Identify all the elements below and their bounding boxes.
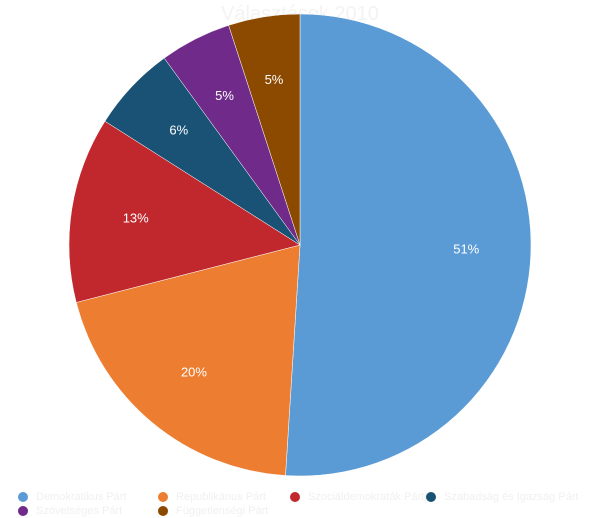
legend-label: Függetlenségi Párt [176, 505, 269, 518]
legend-swatch [426, 492, 436, 503]
pie-label-6: 5% [265, 72, 284, 87]
pie-slice-2 [75, 244, 301, 476]
legend-item-5: Szövetséges Párt [18, 504, 122, 518]
pie-slices [68, 13, 532, 477]
legend-swatch [290, 492, 300, 503]
legend-item-1: Demokratikus Párt [18, 490, 126, 504]
legend-item-6: Függetlenségi Párt [158, 504, 268, 518]
pie-slice-3 [68, 120, 301, 303]
legend-item-3: Szociáldemokraták Pártja [290, 490, 433, 504]
pie-labels: 51% 20% 13% 6% 5% 5% [123, 72, 480, 379]
legend-item-4: Szabadság és Igazság Párt [426, 490, 579, 504]
legend-swatch [158, 492, 168, 503]
legend-swatch [158, 506, 168, 517]
legend-label: Szövetséges Párt [36, 505, 123, 518]
legend-label: Szabadság és Igazság Párt [444, 491, 579, 504]
pie-label-5: 5% [215, 88, 234, 103]
pie-label-2: 20% [181, 365, 207, 380]
legend-label: Demokratikus Párt [36, 491, 127, 504]
pie-label-3: 13% [123, 210, 149, 225]
legend-label: Republikánus Párt [176, 491, 266, 504]
legend-label: Szociáldemokraták Pártja [308, 491, 433, 504]
legend-item-2: Republikánus Párt [158, 490, 266, 504]
pie-label-1: 51% [453, 242, 479, 257]
pie-label-4: 6% [169, 123, 188, 138]
legend-swatch [18, 506, 28, 517]
legend-swatch [18, 492, 28, 503]
pie-slice-6 [228, 13, 301, 246]
pie-slice-1 [285, 13, 532, 477]
